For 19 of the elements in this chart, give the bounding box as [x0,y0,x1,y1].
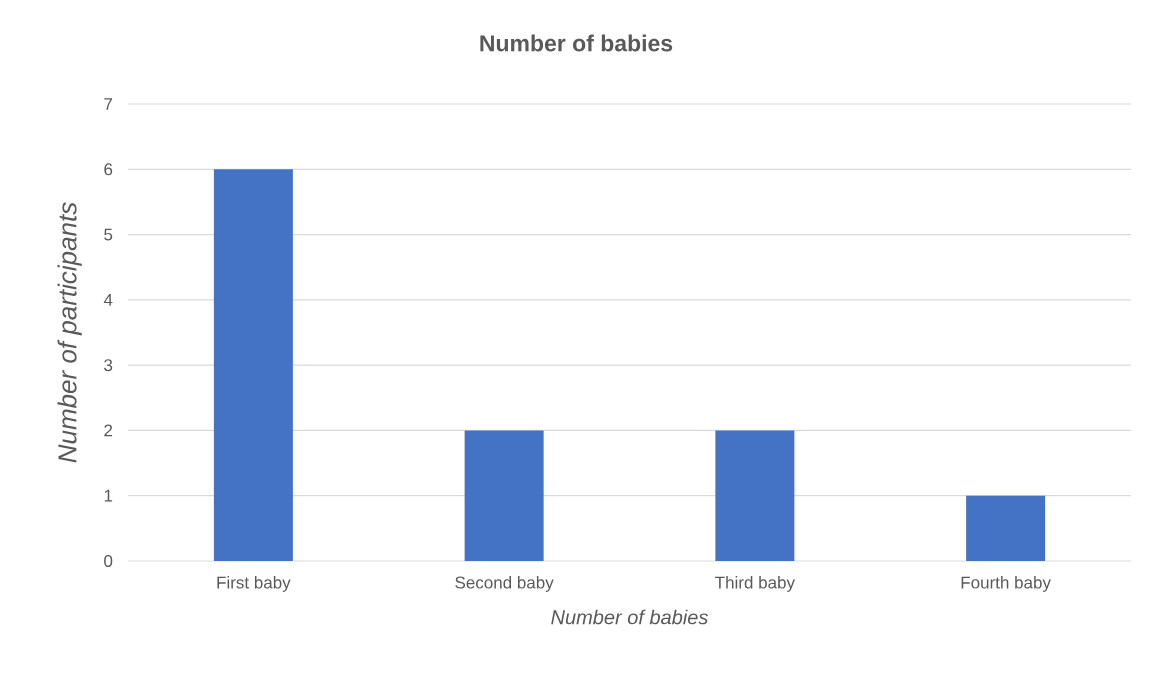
y-tick-label: 3 [104,359,113,372]
bar [715,430,795,561]
bar [464,430,544,561]
y-axis-title: Number of participants [57,202,82,463]
x-tick-label: Second baby [455,576,554,592]
bar [966,495,1046,561]
x-tick-label: First baby [217,576,291,592]
chart-title: Number of babies [480,34,673,52]
y-tick-label: 4 [103,294,113,306]
y-tick-label: 1 [104,489,113,502]
x-axis-title: Number of babies [551,609,708,625]
y-tick-label: 6 [104,163,113,176]
y-tick-label: 7 [104,98,113,110]
y-tick-label: 2 [104,424,113,437]
y-tick-label: 0 [104,555,113,568]
y-tick-label: 5 [104,228,113,241]
x-tick-label: Third baby [715,576,795,592]
bar [213,169,293,561]
x-tick-label: Fourth baby [961,576,1051,592]
